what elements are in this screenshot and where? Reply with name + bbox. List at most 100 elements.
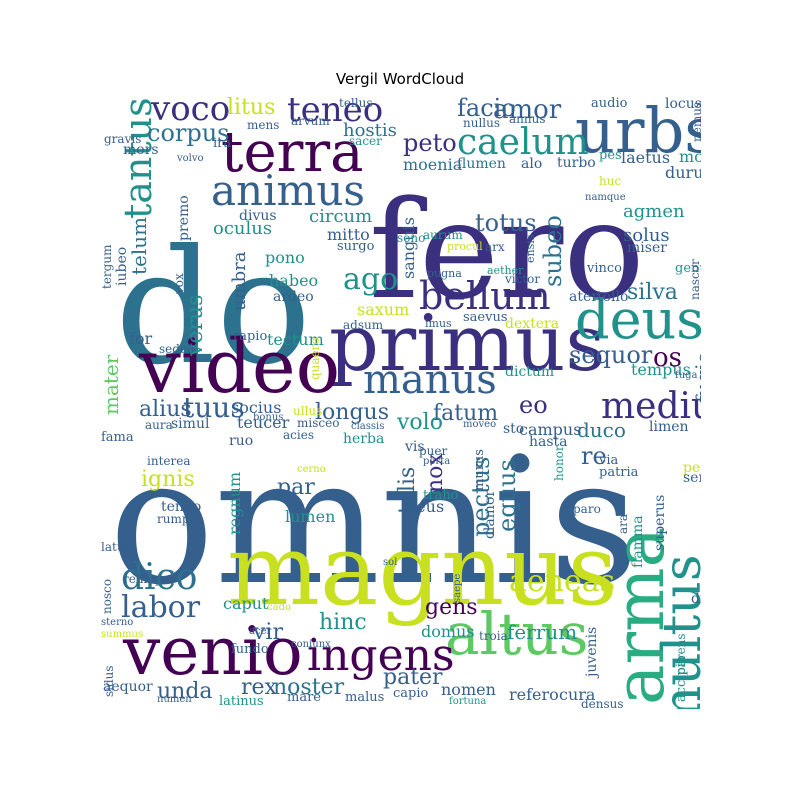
word-par: par [277, 475, 315, 500]
word-caelum: caelum [457, 122, 589, 163]
word-domus: domus [421, 622, 475, 641]
word-murus: murus [472, 448, 487, 491]
word-telum: telum [127, 216, 151, 276]
word-annus: annus [509, 112, 546, 126]
word-via: via [599, 453, 619, 468]
word-malus: malus [345, 690, 385, 705]
word-agmen: agmen [623, 201, 685, 222]
word-bonus: bonus [253, 412, 284, 423]
word-saevus: saevus [463, 310, 508, 325]
word-flamma: flamma [630, 514, 646, 568]
word-capio: capio [393, 686, 429, 701]
word-equus: equus [493, 459, 521, 532]
word-video: video [139, 324, 341, 410]
word-fundo: fundo [231, 642, 269, 657]
word-vinco: vinco [587, 261, 622, 276]
word-tellus: tellus [339, 97, 373, 110]
word-coniunx: coniunx [291, 639, 331, 650]
word-interea: interea [147, 454, 191, 468]
word-troia: troia [479, 629, 508, 643]
word-ruo: ruo [229, 433, 254, 449]
word-tendo: tendo [161, 499, 202, 515]
word-herba: herba [343, 431, 385, 447]
word-arvum: arvum [291, 114, 330, 128]
word-laetus: laetus [621, 148, 671, 167]
word-mare: mare [287, 690, 321, 705]
word-aurum: aurum [423, 228, 463, 242]
word-hinc: hinc [319, 610, 367, 635]
word-refero: refero [509, 685, 559, 704]
word-cerno: cerno [297, 464, 326, 475]
word-puer: puer [419, 444, 448, 458]
word-dico: dico [121, 557, 198, 598]
word-totus: totus [475, 209, 537, 237]
word-turbo: turbo [557, 155, 596, 171]
word-aether: aether [487, 264, 524, 277]
word-meus: meus [401, 497, 445, 516]
word-campus: campus [519, 420, 582, 439]
word-tectum: tectum [267, 330, 324, 349]
word-limen: limen [649, 419, 689, 435]
word-corpus: corpus [147, 119, 230, 147]
word-nullus: nullus [463, 116, 501, 130]
word-medius: medius [601, 386, 701, 427]
word-altus: altus [445, 600, 589, 668]
word-mors: mors [123, 142, 159, 158]
word-premo: premo [176, 194, 192, 241]
word-cloud: omnis fero do magnus primus video venio arma urb… [101, 97, 701, 709]
word-deus: deus [575, 288, 701, 351]
word-vis: vis [405, 439, 425, 455]
word-misceo: misceo [297, 416, 340, 430]
word-voco: voco [151, 97, 231, 129]
word-unda: unda [157, 679, 213, 704]
word-ago: ago [343, 262, 399, 297]
word-honor: honor [552, 444, 566, 481]
word-moveo: moveo [463, 419, 497, 430]
word-teneo: teneo [287, 97, 384, 130]
word-traho: traho [423, 488, 459, 503]
word-gens: gens [425, 595, 478, 620]
word-hostis: hostis [343, 120, 397, 141]
word-ferrum: ferrum [507, 620, 578, 644]
word-ater: ater [569, 289, 598, 305]
word-summus: summus [101, 629, 144, 640]
word-adsum: adsum [343, 318, 384, 332]
word-circum: circum [309, 206, 373, 227]
word-litus: litus [227, 97, 276, 120]
word-oculus: oculus [213, 218, 273, 239]
word-fatum: fatum [433, 401, 499, 426]
word-huc: huc [599, 174, 622, 188]
word-eo: eo [519, 391, 548, 419]
word-mons: mons [679, 147, 701, 166]
word-tempus: tempus [631, 360, 691, 379]
word-noster: noster [273, 675, 345, 700]
word-umbra: umbra [229, 250, 250, 311]
word-venio: venio [123, 613, 303, 690]
word-fortuna: fortuna [449, 696, 487, 707]
word-sedeo: sedeo [159, 342, 195, 356]
word-ira: ira [213, 136, 232, 151]
word-accipio: accipio [674, 654, 689, 702]
word-clamor: clamor [482, 489, 498, 540]
word-solus: solus [623, 225, 670, 246]
word-dies: dies [691, 591, 701, 607]
word-pono: pono [265, 248, 305, 267]
word-teucer: teucer [237, 413, 290, 432]
word-for: for [129, 329, 153, 348]
word-terra: terra [221, 120, 364, 185]
word-ara: ara [616, 513, 630, 535]
word-rapio: rapio [233, 329, 268, 344]
word-aura: aura [145, 418, 173, 432]
word-aeneas: aeneas [509, 564, 615, 599]
word-iubeo: iubeo [114, 246, 130, 287]
word-mater: mater [101, 354, 123, 416]
word-servo: servo [683, 470, 701, 486]
word-moenia: moenia [403, 155, 463, 174]
word-subeo: subeo [539, 214, 567, 287]
word-rumpo: rumpo [157, 512, 197, 526]
word-peto: peto [403, 129, 457, 157]
word-caput: caput [223, 594, 269, 613]
word-locus: locus [665, 97, 701, 112]
word-juvenis: juvenis [584, 626, 600, 678]
word-sol: sol [383, 557, 398, 568]
